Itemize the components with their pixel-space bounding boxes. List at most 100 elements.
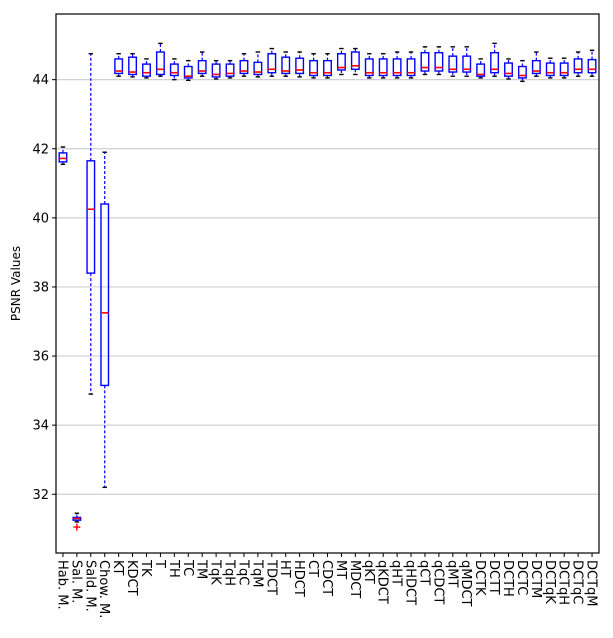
y-tick-label-38: 38: [32, 280, 49, 295]
box-37: [559, 57, 569, 79]
x-tick-label-18: HDCT: [291, 560, 306, 597]
box-iqr: [183, 65, 193, 79]
box-iqr: [448, 55, 458, 73]
x-tick-label-14: TqC: [235, 559, 250, 585]
plot-frame: [55, 13, 600, 554]
box-7: [142, 58, 151, 79]
box-iqr: [364, 58, 374, 77]
x-tick-label-34: DCTC: [514, 560, 529, 595]
box-iqr: [587, 58, 597, 74]
box-2: [72, 512, 82, 531]
box-iqr: [128, 56, 138, 76]
box-35: [531, 51, 541, 77]
x-tick-label-20: CDCT: [319, 560, 334, 596]
x-tick-label-19: CT: [305, 560, 320, 577]
x-tick-label-12: TqK: [208, 559, 223, 585]
x-tick-label-30: qMDCT: [458, 560, 473, 607]
y-tick-label-32: 32: [32, 488, 49, 503]
box-iqr: [169, 63, 179, 77]
x-tick-label-6: KDCT: [124, 560, 139, 596]
box-39: [587, 49, 597, 77]
outlier-1: [73, 523, 81, 531]
box-28: [434, 46, 444, 76]
x-tick-label-32: DCTT: [486, 560, 501, 595]
box-iqr: [559, 62, 569, 77]
box-5: [114, 53, 124, 77]
box-10: [183, 59, 193, 82]
x-tick-label-9: TH: [166, 559, 181, 578]
y-tick-label-42: 42: [32, 142, 49, 157]
box-iqr: [114, 58, 124, 75]
box-14: [239, 53, 249, 77]
x-tick-label-31: DCTK: [472, 560, 487, 596]
box-iqr: [323, 59, 332, 77]
box-iqr: [239, 59, 249, 75]
box-11: [197, 51, 207, 77]
box-33: [504, 58, 513, 80]
box-iqr: [406, 58, 416, 77]
x-tick-label-23: qKT: [361, 560, 376, 584]
box-iqr: [378, 58, 388, 77]
box-iqr: [211, 63, 221, 78]
x-tick-label-29: qMT: [444, 560, 459, 587]
box-27: [420, 46, 430, 76]
x-tick-label-27: qCT: [416, 560, 431, 585]
x-tick-label-4: Chow. M.: [96, 560, 111, 618]
box-25: [392, 51, 402, 79]
box-iqr: [350, 51, 360, 70]
box-16: [267, 47, 277, 77]
box-iqr: [253, 61, 263, 76]
box-29: [448, 46, 458, 77]
box-iqr: [142, 63, 151, 77]
box-18: [295, 51, 305, 78]
box-34: [517, 59, 527, 83]
x-tick-label-22: MDCT: [347, 560, 362, 598]
box-iqr: [476, 63, 486, 77]
box-36: [545, 57, 555, 79]
box-38: [573, 51, 583, 77]
box-iqr: [462, 55, 472, 73]
y-tick-label-34: 34: [32, 419, 49, 434]
x-tick-label-5: KT: [110, 560, 125, 576]
x-tick-label-3: Sald. M.: [82, 560, 97, 612]
box-iqr: [100, 203, 110, 387]
box-1: [58, 146, 68, 165]
x-tick-label-15: TqM: [249, 559, 264, 587]
box-23: [364, 53, 374, 79]
box-19: [309, 53, 319, 79]
box-8: [155, 42, 165, 77]
x-tick-label-38: DCTqC: [570, 560, 585, 604]
x-tick-label-39: DCTqM: [584, 560, 599, 607]
y-tick-label-44: 44: [32, 73, 49, 88]
box-iqr: [434, 51, 444, 72]
y-axis: 32 34 36 38 40 42 44: [32, 73, 56, 503]
x-axis: Hab. M.Sal. M.Sald. M.Chow. M.KTKDCTTKTT…: [54, 553, 599, 618]
box-21: [336, 47, 346, 76]
box-20: [323, 53, 332, 79]
x-tick-label-11: TM: [194, 559, 209, 579]
x-tick-label-37: DCTqH: [556, 560, 571, 605]
gridlines: [56, 79, 599, 495]
x-tick-label-24: qKDCT: [375, 560, 390, 604]
box-3: [86, 53, 96, 395]
box-iqr: [517, 65, 527, 79]
box-9: [169, 58, 179, 81]
box-iqr: [58, 152, 68, 163]
box-31: [476, 58, 486, 79]
box-4: [100, 151, 110, 489]
x-tick-label-8: T: [152, 559, 167, 568]
box-iqr: [295, 57, 305, 75]
box-iqr: [531, 59, 541, 75]
x-tick-label-10: TC: [180, 559, 195, 576]
box-30: [462, 46, 472, 77]
box-iqr: [545, 62, 555, 77]
x-tick-label-2: Sal. M.: [68, 560, 83, 603]
box-17: [281, 51, 291, 77]
x-tick-label-26: qHDCT: [403, 560, 418, 605]
box-iqr: [490, 51, 500, 74]
box-iqr: [504, 62, 513, 77]
box-26: [406, 51, 416, 79]
box-iqr: [309, 59, 319, 77]
x-tick-label-33: DCTH: [500, 560, 515, 597]
